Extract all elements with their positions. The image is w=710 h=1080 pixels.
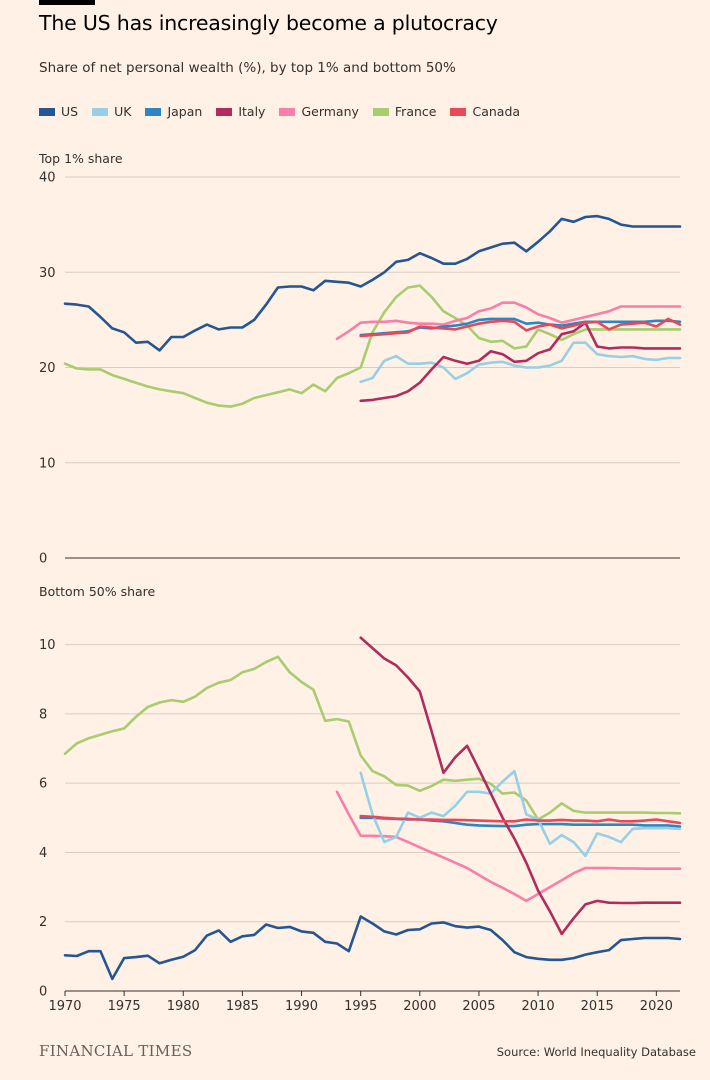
legend-item-uk: UK bbox=[92, 104, 131, 119]
series-line-bottom50-uk bbox=[359, 769, 682, 858]
ft-top-bar bbox=[39, 0, 95, 5]
ft-logo: FINANCIAL TIMES bbox=[39, 1042, 193, 1060]
series-line-bottom50-us bbox=[63, 915, 682, 981]
legend-swatch-us bbox=[39, 107, 55, 116]
y-tick-label-bottom50-8: 8 bbox=[39, 707, 47, 722]
legend-label-uk: UK bbox=[114, 104, 132, 119]
legend-label-germany: Germany bbox=[301, 104, 359, 119]
legend-swatch-uk bbox=[92, 107, 109, 116]
x-tick-label-2010: 2010 bbox=[522, 999, 555, 1014]
series-line-top1-italy bbox=[359, 321, 682, 403]
legend-label-france: France bbox=[394, 104, 437, 119]
panel-title-top1: Top 1% share bbox=[38, 151, 123, 166]
legend-swatch-japan bbox=[145, 107, 162, 116]
chart-title: The US has increasingly become a plutocr… bbox=[39, 11, 498, 35]
y-tick-label-top1-40: 40 bbox=[39, 171, 56, 186]
series-line-top1-france bbox=[63, 284, 682, 408]
legend-item-france: France bbox=[372, 104, 437, 119]
legend-item-italy: Italy bbox=[216, 104, 265, 119]
series-line-top1-us bbox=[63, 214, 682, 352]
series-line-bottom50-italy bbox=[359, 636, 682, 936]
y-tick-label-bottom50-0: 0 bbox=[39, 985, 47, 1000]
legend-item-us: US bbox=[39, 104, 78, 119]
series-line-bottom50-canada bbox=[359, 814, 682, 825]
legend-swatch-italy bbox=[216, 107, 233, 116]
series-line-bottom50-france bbox=[63, 655, 682, 821]
legend-item-canada: Canada bbox=[450, 104, 520, 119]
x-tick-label-1985: 1985 bbox=[226, 999, 259, 1014]
x-tick-label-1980: 1980 bbox=[167, 999, 200, 1014]
y-tick-label-bottom50-4: 4 bbox=[39, 846, 47, 861]
series-line-top1-uk bbox=[359, 341, 682, 384]
legend-swatch-france bbox=[372, 107, 389, 116]
series-line-bottom50-germany bbox=[335, 790, 682, 903]
x-tick-label-2005: 2005 bbox=[462, 999, 495, 1014]
legend-label-us: US bbox=[61, 104, 79, 119]
x-tick-label-1995: 1995 bbox=[344, 999, 377, 1014]
legend-swatch-germany bbox=[279, 107, 296, 116]
y-tick-label-bottom50-2: 2 bbox=[39, 915, 47, 930]
legend-item-japan: Japan bbox=[145, 104, 202, 119]
legend-swatch-canada bbox=[450, 107, 467, 116]
legend: US UK Japan Italy Germany France Canada bbox=[39, 104, 534, 119]
legend-label-italy: Italy bbox=[238, 104, 266, 119]
series-line-top1-canada bbox=[359, 317, 682, 338]
x-tick-label-1975: 1975 bbox=[108, 999, 141, 1014]
series-line-top1-germany bbox=[335, 301, 682, 341]
x-tick-label-1970: 1970 bbox=[48, 999, 81, 1014]
y-tick-label-top1-0: 0 bbox=[39, 552, 47, 567]
chart-subtitle: Share of net personal wealth (%), by top… bbox=[39, 60, 456, 76]
x-tick-label-1990: 1990 bbox=[285, 999, 318, 1014]
y-tick-label-top1-10: 10 bbox=[39, 456, 56, 471]
y-tick-label-top1-20: 20 bbox=[39, 361, 56, 376]
legend-label-canada: Canada bbox=[472, 104, 521, 119]
x-tick-label-2015: 2015 bbox=[581, 999, 614, 1014]
legend-label-japan: Japan bbox=[167, 104, 203, 119]
y-tick-label-bottom50-10: 10 bbox=[39, 638, 56, 653]
panel-title-bottom50: Bottom 50% share bbox=[39, 584, 156, 599]
legend-item-germany: Germany bbox=[279, 104, 359, 119]
y-tick-label-bottom50-6: 6 bbox=[39, 777, 47, 792]
source-note: Source: World Inequality Database bbox=[496, 1045, 696, 1059]
x-tick-label-2020: 2020 bbox=[640, 999, 673, 1014]
y-tick-label-top1-30: 30 bbox=[39, 266, 56, 281]
x-tick-label-2000: 2000 bbox=[403, 999, 436, 1014]
